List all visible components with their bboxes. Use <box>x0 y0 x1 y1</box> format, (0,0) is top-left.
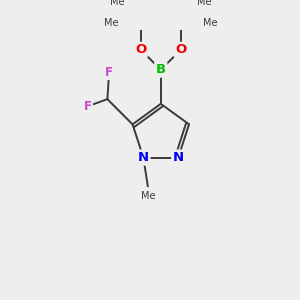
Text: Me: Me <box>141 191 155 201</box>
Text: O: O <box>175 43 187 56</box>
Text: F: F <box>84 100 92 113</box>
Text: Me: Me <box>110 0 124 7</box>
Text: Me: Me <box>197 0 212 7</box>
Text: F: F <box>105 66 113 79</box>
Text: Me: Me <box>103 18 118 28</box>
Text: B: B <box>156 63 166 76</box>
Text: N: N <box>138 151 149 164</box>
Text: Me: Me <box>203 18 218 28</box>
Text: N: N <box>173 151 184 164</box>
Text: O: O <box>135 43 146 56</box>
